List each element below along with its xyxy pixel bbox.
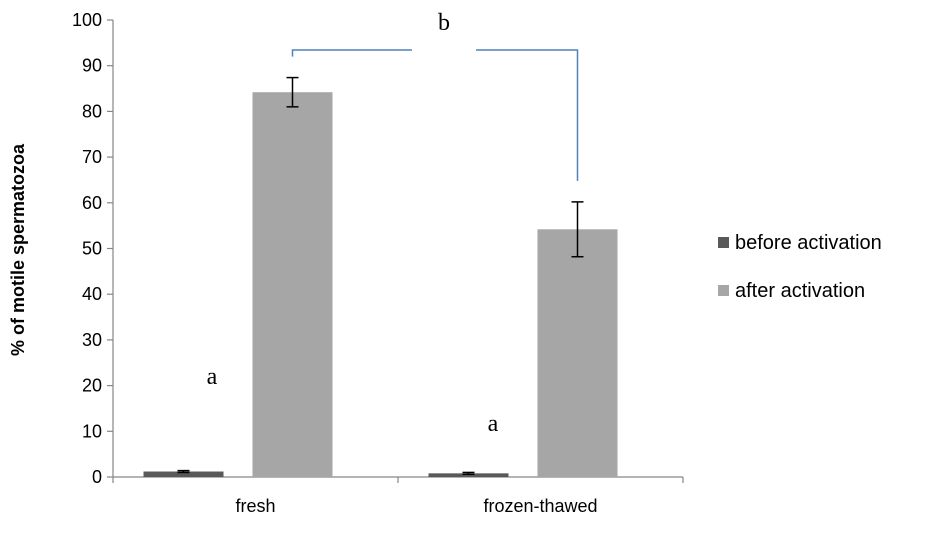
significance-letter: a [207,364,218,390]
y-tick-label: 60 [82,193,102,213]
y-tick-label: 70 [82,147,102,167]
legend-swatch [718,237,729,248]
annotations: a a b [207,10,579,437]
y-tick-label: 20 [82,376,102,396]
bar [143,471,224,477]
y-tick-label: 0 [92,467,102,487]
y-tick-label: 80 [82,101,102,121]
axes: 0 10 20 30 40 50 60 70 80 90 100 fresh frozen-thawed [72,10,684,516]
bar [252,92,333,478]
y-tick-label: 40 [82,284,102,304]
y-tick-label: 30 [82,330,102,350]
y-tick-label: 90 [82,56,102,76]
significance-bracket-left [291,49,412,57]
significance-letter: a [488,411,499,437]
bars [143,92,618,478]
y-axis-label: % of motile spermatozoa [8,143,28,356]
legend: before activation after activation [718,232,882,302]
x-tick-label: fresh [235,496,275,516]
significance-letter: b [438,10,450,36]
legend-swatch [718,285,729,296]
bar [428,473,509,477]
legend-label: after activation [735,280,865,302]
error-bars [177,76,584,476]
y-tick-label: 100 [72,10,102,30]
bar [537,229,618,477]
x-tick-label: frozen-thawed [483,496,597,516]
significance-bracket-right [476,49,579,181]
y-tick-label: 10 [82,421,102,441]
legend-label: before activation [735,232,882,254]
y-tick-label: 50 [82,239,102,259]
